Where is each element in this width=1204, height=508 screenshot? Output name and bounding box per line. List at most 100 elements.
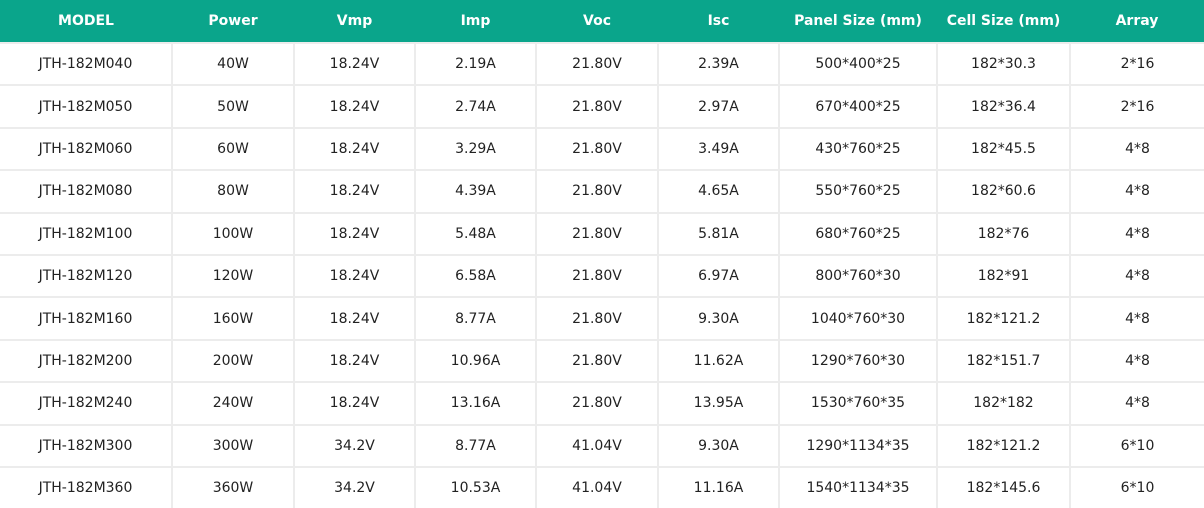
table-cell: JTH-182M300 xyxy=(0,423,173,468)
header-cell: Isc xyxy=(658,0,779,43)
table-cell: 182*182 xyxy=(936,381,1071,426)
table-cell: JTH-182M160 xyxy=(0,296,173,341)
header-cell: Imp xyxy=(415,0,536,43)
table-cell: 160W xyxy=(171,296,295,341)
table-cell: 1530*760*35 xyxy=(778,381,938,426)
table-cell: 40W xyxy=(171,41,295,87)
table-cell: 1290*1134*35 xyxy=(778,423,938,468)
table-cell: 18.24V xyxy=(293,381,416,426)
table-cell: 240W xyxy=(171,381,295,426)
table-row: JTH-182M200 200W 18.24V 10.96A 21.80V 11.62A 1… xyxy=(0,338,1204,384)
table-row: JTH-182M060 60W 18.24V 3.29A 21.80V 3.49A 430*… xyxy=(0,126,1204,172)
table-row: JTH-182M300 300W 34.2V 8.77A 41.04V 9.30A 1290… xyxy=(0,423,1204,468)
table-row: JTH-182M100 100W 18.24V 5.48A 21.80V 5.81A 680… xyxy=(0,211,1204,256)
table-cell: 21.80V xyxy=(535,126,659,172)
table-cell: JTH-182M100 xyxy=(0,211,173,256)
table-cell: 182*36.4 xyxy=(936,84,1071,129)
table-cell: 8.77A xyxy=(414,423,537,468)
table-row: JTH-182M040 40W 18.24V 2.19A 21.80V 2.39A 500*… xyxy=(0,41,1204,87)
table-cell: 4*8 xyxy=(1069,338,1204,384)
table-cell: 200W xyxy=(171,338,295,384)
table-row: JTH-182M120 120W 18.24V 6.58A 21.80V 6.97A 800… xyxy=(0,253,1204,299)
table-cell: 13.95A xyxy=(657,381,780,426)
table-row: JTH-182M240 240W 18.24V 13.16A 21.80V 13.95A 1… xyxy=(0,381,1204,426)
table-cell: 2.19A xyxy=(414,41,537,87)
table-cell: 182*45.5 xyxy=(936,126,1071,172)
table-cell: 21.80V xyxy=(535,338,659,384)
table-cell: 3.49A xyxy=(657,126,780,172)
table-cell: 60W xyxy=(171,126,295,172)
table-cell: 18.24V xyxy=(293,84,416,129)
table-cell: 5.81A xyxy=(657,211,780,256)
table-cell: 21.80V xyxy=(535,84,659,129)
table-cell: JTH-182M120 xyxy=(0,253,173,299)
table-cell: 5.48A xyxy=(414,211,537,256)
table-cell: 8.77A xyxy=(414,296,537,341)
table-cell: JTH-182M360 xyxy=(0,465,173,508)
table-cell: 182*121.2 xyxy=(936,296,1071,341)
table-cell: 4.39A xyxy=(414,169,537,214)
table-cell: 18.24V xyxy=(293,253,416,299)
table-cell: 50W xyxy=(171,84,295,129)
table-cell: 4*8 xyxy=(1069,253,1204,299)
table-cell: 120W xyxy=(171,253,295,299)
table-row: JTH-182M080 80W 18.24V 4.39A 21.80V 4.65A 550*… xyxy=(0,169,1204,214)
table-cell: 2.74A xyxy=(414,84,537,129)
table-cell: 182*60.6 xyxy=(936,169,1071,214)
table-cell: 100W xyxy=(171,211,295,256)
header-cell: Power xyxy=(172,0,294,43)
table-cell: 3.29A xyxy=(414,126,537,172)
table-cell: 41.04V xyxy=(535,423,659,468)
header-cell: Vmp xyxy=(294,0,415,43)
table-cell: 34.2V xyxy=(293,423,416,468)
table-cell: 21.80V xyxy=(535,211,659,256)
table-cell: 18.24V xyxy=(293,296,416,341)
header-row: MODEL Power Vmp Imp Voc Isc Panel Size (mm) Cel… xyxy=(0,0,1204,43)
table-cell: 182*121.2 xyxy=(936,423,1071,468)
table-cell: 9.30A xyxy=(657,423,780,468)
table-cell: 4*8 xyxy=(1069,169,1204,214)
table-cell: 11.16A xyxy=(657,465,780,508)
table-cell: 18.24V xyxy=(293,169,416,214)
header-cell: MODEL xyxy=(0,0,172,43)
header-cell: Panel Size (mm) xyxy=(779,0,937,43)
header-cell: Array xyxy=(1070,0,1204,43)
table-cell: 11.62A xyxy=(657,338,780,384)
table-body: JTH-182M040 40W 18.24V 2.19A 21.80V 2.39A 500*… xyxy=(0,41,1204,508)
table-cell: 2.97A xyxy=(657,84,780,129)
table-cell: 500*400*25 xyxy=(778,41,938,87)
header-cell: Voc xyxy=(536,0,658,43)
table-cell: 4.65A xyxy=(657,169,780,214)
header-cell: Cell Size (mm) xyxy=(937,0,1070,43)
table-cell: 2.39A xyxy=(657,41,780,87)
table-cell: 13.16A xyxy=(414,381,537,426)
table-cell: 80W xyxy=(171,169,295,214)
table-cell: JTH-182M200 xyxy=(0,338,173,384)
table-cell: 18.24V xyxy=(293,126,416,172)
table-cell: JTH-182M240 xyxy=(0,381,173,426)
table-cell: 10.96A xyxy=(414,338,537,384)
table-cell: 21.80V xyxy=(535,253,659,299)
table-cell: 18.24V xyxy=(293,338,416,384)
table-cell: 10.53A xyxy=(414,465,537,508)
table-cell: 6*10 xyxy=(1069,465,1204,508)
table-row: JTH-182M050 50W 18.24V 2.74A 21.80V 2.97A 670*… xyxy=(0,84,1204,129)
table-cell: 300W xyxy=(171,423,295,468)
table-cell: 800*760*30 xyxy=(778,253,938,299)
table-row: JTH-182M160 160W 18.24V 8.77A 21.80V 9.30A 104… xyxy=(0,296,1204,341)
table-cell: 9.30A xyxy=(657,296,780,341)
table-cell: 4*8 xyxy=(1069,381,1204,426)
table-cell: 21.80V xyxy=(535,169,659,214)
table-cell: 21.80V xyxy=(535,296,659,341)
table-cell: 182*30.3 xyxy=(936,41,1071,87)
table-cell: JTH-182M040 xyxy=(0,41,173,87)
table-cell: 1040*760*30 xyxy=(778,296,938,341)
table-cell: 34.2V xyxy=(293,465,416,508)
table-cell: 360W xyxy=(171,465,295,508)
table-cell: 6.58A xyxy=(414,253,537,299)
table-cell: 550*760*25 xyxy=(778,169,938,214)
table-cell: JTH-182M050 xyxy=(0,84,173,129)
table-cell: 6*10 xyxy=(1069,423,1204,468)
